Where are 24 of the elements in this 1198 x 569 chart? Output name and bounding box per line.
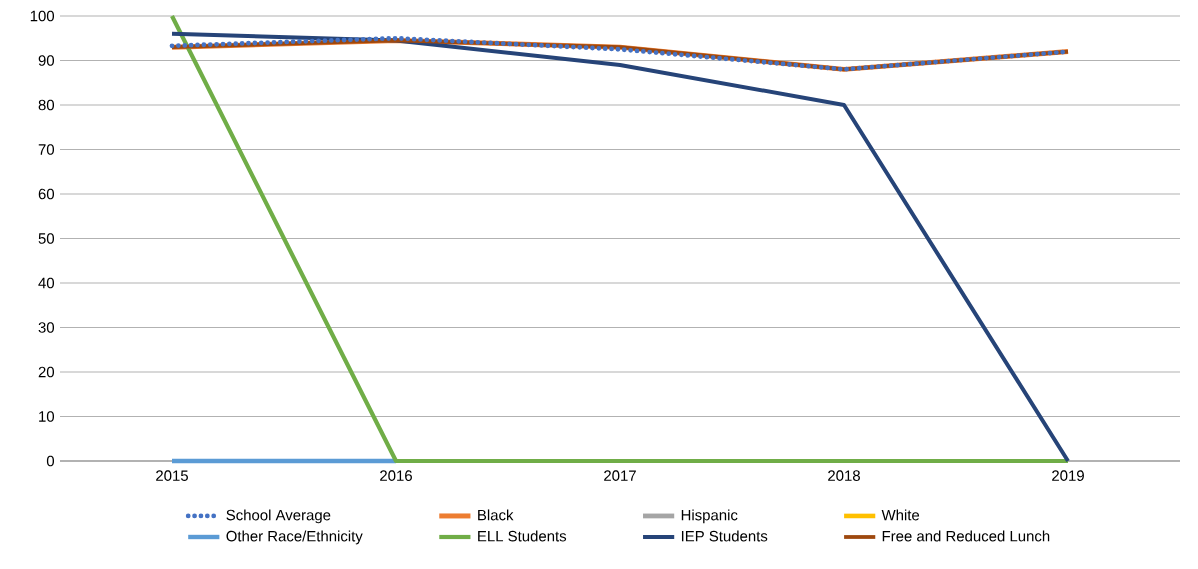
legend-label: Hispanic	[681, 509, 738, 524]
legend-label: IEP Students	[681, 530, 768, 542]
y-tick-label: 70	[38, 144, 55, 155]
y-tick-label: 80	[38, 99, 55, 111]
legend-label: ELL Students	[478, 530, 567, 542]
y-tick-label: 100	[30, 10, 55, 22]
x-tick-label: 2019	[1052, 470, 1084, 481]
legend-label: Black	[478, 509, 514, 521]
legend-label: Free and Reduced Lunch	[882, 530, 1050, 542]
y-tick-label: 10	[39, 411, 55, 422]
x-tick-label: 2017	[604, 470, 636, 481]
x-tick-label: 2018	[828, 470, 860, 481]
y-tick-label: 50	[38, 233, 55, 244]
x-tick-label: 2016	[380, 470, 412, 481]
legend-label: School Average	[226, 509, 331, 524]
legend-label: White	[881, 509, 920, 521]
y-tick-label: 90	[38, 55, 55, 66]
y-tick-label: 40	[38, 277, 55, 289]
legend-label: Other Race/Ethnicity	[226, 530, 363, 545]
y-tick-label: 20	[38, 366, 55, 378]
y-tick-label: 0	[46, 455, 55, 467]
x-tick-label: 2015	[156, 470, 188, 481]
y-tick-label: 60	[38, 188, 55, 200]
y-tick-label: 30	[38, 322, 55, 333]
